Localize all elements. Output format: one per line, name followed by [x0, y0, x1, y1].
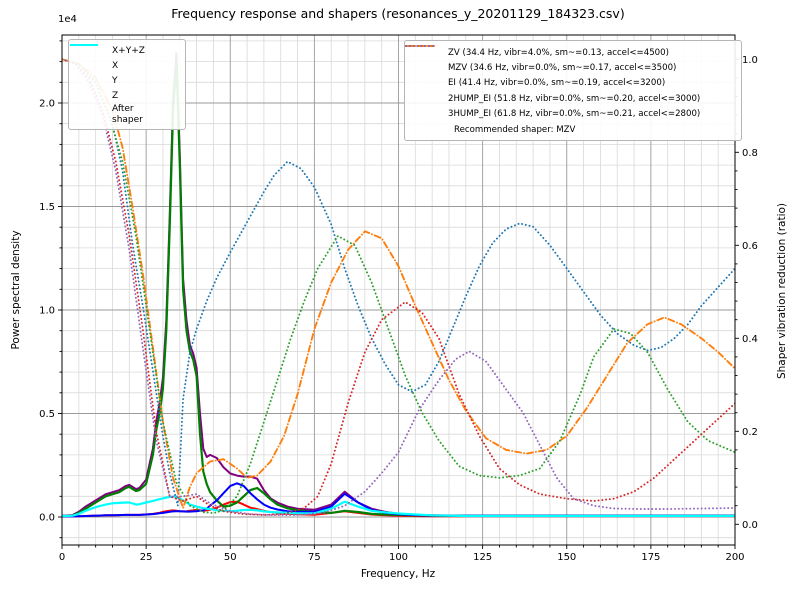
y-right-tick-label: 0.8: [742, 148, 758, 159]
y-left-tick-label: 0.0: [39, 513, 55, 524]
series-group: [62, 52, 735, 518]
legend-item-label: X+Y+Z: [112, 46, 145, 56]
y-left-axis-label: Power spectral density: [10, 230, 22, 350]
series-zv: [62, 58, 735, 507]
legend-item: EI (41.4 Hz, vibr=0.0%, sm~=0.19, accel<…: [405, 45, 734, 91]
series-y: [62, 58, 735, 518]
legend-item-label: Y: [112, 76, 118, 86]
legend-line-sample: [405, 45, 442, 119]
legend-item-label: 3HUMP_EI (61.8 Hz, vibr=0.0%, sm~=0.21, …: [448, 109, 701, 120]
series-3hump_ei: [62, 58, 735, 516]
legend-line-sample: [70, 44, 106, 72]
y-axis-offset-label: 1e4: [58, 14, 77, 25]
y-right-tick-label: 0.2: [742, 427, 758, 438]
legend-line-sample: [70, 44, 106, 87]
x-tick-label: 0: [59, 552, 65, 563]
legend-item: X: [70, 44, 178, 74]
legend-item-label: ZV (34.4 Hz, vibr=4.0%, sm~=0.13, accel<…: [448, 47, 669, 58]
x-tick-label: 25: [140, 552, 153, 563]
y-left-tick-label: 1.0: [39, 306, 55, 317]
y-left-tick-label: 1.5: [39, 202, 55, 213]
x-tick-label: 175: [641, 552, 660, 563]
legend-item-label: Z: [112, 91, 119, 101]
legend-item-label: After shaper: [112, 104, 143, 125]
series-after_shaper: [62, 495, 735, 518]
legend-item-label: EI (41.4 Hz, vibr=0.0%, sm~=0.19, accel<…: [448, 78, 666, 89]
y-right-tick-label: 0.4: [742, 334, 758, 345]
x-tick-label: 50: [224, 552, 237, 563]
y-right-tick-label: 1.0: [742, 55, 758, 66]
legend-line-sample: [405, 45, 442, 73]
legend-line-sample: [405, 45, 442, 88]
legend-sample-spacer: [412, 125, 448, 135]
legend-item: Y: [70, 44, 178, 89]
y-right-axis-label: Shaper vibration reduction (ratio): [776, 202, 788, 380]
legend-item-label: X: [112, 61, 119, 71]
legend-item: 2HUMP_EI (51.8 Hz, vibr=0.0%, sm~=0.20, …: [405, 45, 734, 106]
recommended-shaper-note: Recommended shaper: MZV: [412, 122, 734, 137]
legend-item: ZV (34.4 Hz, vibr=4.0%, sm~=0.13, accel<…: [405, 45, 734, 60]
y-right-tick-label: 0.6: [742, 241, 758, 252]
legend-item: 3HUMP_EI (61.8 Hz, vibr=0.0%, sm~=0.21, …: [405, 45, 734, 122]
legend-item: Z: [70, 44, 178, 104]
y-left-tick-label: 2.0: [39, 99, 55, 110]
legend-item-label: Recommended shaper: MZV: [454, 124, 576, 135]
ticks: 0 25 50 75 100 125 150 175 200 0.0 0.5 1.0 1.5 2.0 0.0…: [39, 40, 758, 563]
legend-line-sample: [70, 44, 106, 102]
y-right-tick-label: 0.0: [742, 520, 758, 531]
series-mzv: [62, 58, 735, 509]
x-tick-label: 75: [308, 552, 321, 563]
legend-item-label: 2HUMP_EI (51.8 Hz, vibr=0.0%, sm~=0.20, …: [448, 93, 701, 104]
legend-item: MZV (34.6 Hz, vibr=0.0%, sm~=0.17, accel…: [405, 45, 734, 75]
x-tick-label: 100: [389, 552, 408, 563]
legend-item: After shaper: [70, 44, 178, 126]
legend-line-sample: [405, 45, 442, 104]
legend-line-sample: [70, 44, 106, 120]
x-tick-label: 125: [473, 552, 492, 563]
legend-shapers: ZV (34.4 Hz, vibr=4.0%, sm~=0.13, accel<…: [404, 40, 742, 142]
legend-psd: X+Y+Z X Y Z After shaper: [68, 39, 186, 130]
chart-title: Frequency response and shapers (resonanc…: [171, 6, 625, 21]
series-2hump_ei: [62, 58, 735, 516]
legend-item-label: MZV (34.6 Hz, vibr=0.0%, sm~=0.17, accel…: [448, 63, 677, 74]
x-axis-label: Frequency, Hz: [360, 568, 436, 580]
y-left-tick-label: 0.5: [39, 409, 55, 420]
x-tick-label: 150: [557, 552, 576, 563]
x-tick-label: 200: [725, 552, 744, 563]
